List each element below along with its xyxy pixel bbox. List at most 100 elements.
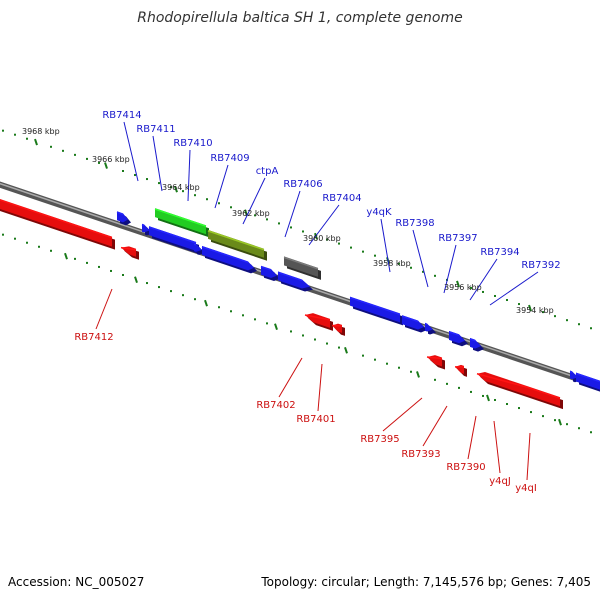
leader-reverse-3 — [382, 397, 423, 432]
inner-tick-dot — [14, 237, 16, 240]
inner-tick-dot — [506, 403, 508, 406]
outer-tick-dot — [590, 327, 592, 330]
outer-tick-dot — [122, 169, 124, 172]
inner-tick-dot — [230, 310, 232, 313]
inner-tick-dot — [302, 334, 304, 337]
inner-tick-dot — [470, 390, 472, 393]
gene-block-RB7406-highlight — [260, 265, 272, 271]
outer-tick-dot — [518, 303, 520, 306]
outer-tick-dot — [410, 266, 412, 269]
outer-tick-dot — [422, 270, 424, 273]
inner-tick-major-tick — [486, 394, 490, 402]
inner-tick-major-tick — [416, 371, 420, 378]
gene-block-RB7414 — [117, 211, 128, 223]
gene-block-small-blue-3-highlight — [424, 323, 428, 326]
outer-tick-dot — [50, 145, 52, 148]
outer-tick-dot — [86, 157, 88, 160]
gene-block-RB7410 — [155, 208, 206, 235]
outer-tick-track — [2, 129, 592, 330]
gene-block-ctpA — [208, 229, 264, 258]
outer-tick-dot — [2, 129, 4, 132]
gene-block-RB7398 — [350, 296, 400, 323]
outer-tick-dot — [398, 262, 400, 265]
inner-tick-dot — [314, 338, 316, 341]
leader-forward-11 — [489, 271, 539, 306]
scale-labels: 3968 kbp 3966 kbp 3964 kbp 3962 kbp 3960… — [22, 127, 554, 315]
gene-block-small-red-1-highlight — [120, 246, 137, 251]
inner-tick-dot — [86, 261, 88, 264]
scale-label-3968: 3968 kbp — [22, 127, 60, 136]
leader-forward-2 — [187, 149, 191, 202]
gene-block-RB7404 — [284, 256, 318, 277]
gene-block-RB7395-highlight — [426, 356, 443, 360]
inner-tick-dot — [146, 282, 148, 285]
leader-reverse-5 — [467, 415, 477, 460]
inner-tick-dot — [182, 294, 184, 297]
inner-tick-dot — [554, 419, 556, 422]
leader-forward-9 — [443, 244, 457, 294]
leader-forward-7 — [380, 218, 391, 273]
scale-label-3966: 3966 kbp — [92, 155, 130, 164]
gene-block-right-edge-blue-highlight — [575, 372, 600, 383]
scale-label-3962: 3962 kbp — [232, 209, 270, 218]
leader-reverse-7 — [526, 432, 531, 481]
gene-block-small-blue-2 — [194, 243, 202, 252]
gene-block-RB7394-highlight — [448, 331, 460, 336]
outer-tick-dot — [566, 319, 568, 322]
gene-label-RB7406: RB7406 — [283, 179, 322, 190]
gene-block-RB7410-highlight — [154, 208, 207, 227]
reverse-gene-labels: RB7412 RB7402 RB7401 RB7395 RB7393 RB739… — [74, 332, 536, 494]
inner-tick-dot — [542, 415, 544, 418]
gene-label-RB7402: RB7402 — [256, 400, 295, 411]
gene-label-RB7392: RB7392 — [521, 260, 560, 271]
inner-tick-dot — [458, 386, 460, 389]
inner-tick-dot — [26, 241, 28, 244]
inner-tick-dot — [266, 322, 268, 325]
outer-tick-dot — [146, 178, 148, 181]
inner-tick-dot — [254, 318, 256, 321]
gene-block-RB7392-highlight — [469, 338, 476, 342]
outer-tick-dot — [506, 299, 508, 302]
leader-forward-10 — [469, 258, 498, 301]
gene-label-RB7409: RB7409 — [210, 153, 249, 164]
outer-tick-dot — [170, 186, 172, 189]
inner-tick-dot — [398, 366, 400, 369]
leader-reverse-2 — [317, 363, 323, 412]
gene-label-RB7398: RB7398 — [395, 218, 434, 229]
outer-tick-dot — [554, 315, 556, 318]
outer-tick-dot — [494, 294, 496, 297]
gene-label-RB7390: RB7390 — [446, 462, 485, 473]
gene-block-RB7404-highlight — [283, 256, 319, 270]
outer-tick-dot — [374, 254, 376, 257]
gene-block-RB7402-highlight — [304, 314, 331, 321]
inner-tick-dot — [290, 330, 292, 333]
outer-tick-dot — [98, 161, 100, 164]
outer-tick-dot — [26, 137, 28, 140]
gene-label-RB7394: RB7394 — [480, 247, 519, 258]
inner-tick-dot — [362, 354, 364, 357]
scale-label-3956: 3956 kbp — [444, 283, 482, 292]
label-leader-lines — [95, 121, 539, 481]
gene-block-RB7398-highlight — [349, 296, 401, 316]
outer-tick-dot — [302, 230, 304, 233]
outer-tick-major-tick — [244, 209, 248, 216]
inner-tick-dot — [158, 286, 160, 289]
inner-tick-dot — [578, 427, 580, 430]
gene-block-ctpA-highlight — [207, 230, 265, 251]
leader-reverse-0 — [95, 288, 113, 330]
outer-tick-dot — [158, 182, 160, 185]
outer-tick-dot — [326, 238, 328, 241]
inner-tick-dot — [38, 245, 40, 248]
gene-label-RB7401: RB7401 — [296, 414, 335, 425]
outer-tick-major-tick — [104, 162, 108, 169]
leader-reverse-4 — [422, 405, 448, 447]
outer-tick-major-tick — [456, 280, 460, 288]
outer-tick-dot — [230, 206, 232, 209]
gene-block-RB7409-highlight — [201, 246, 249, 264]
inner-tick-dot — [434, 378, 436, 381]
outer-tick-dot — [266, 218, 268, 221]
gene-label-RB7404: RB7404 — [322, 193, 361, 204]
genome-title: Rhodopirellula baltica SH 1, complete ge… — [137, 10, 463, 26]
outer-tick-dot — [206, 198, 208, 201]
outer-tick-dot — [218, 202, 220, 205]
